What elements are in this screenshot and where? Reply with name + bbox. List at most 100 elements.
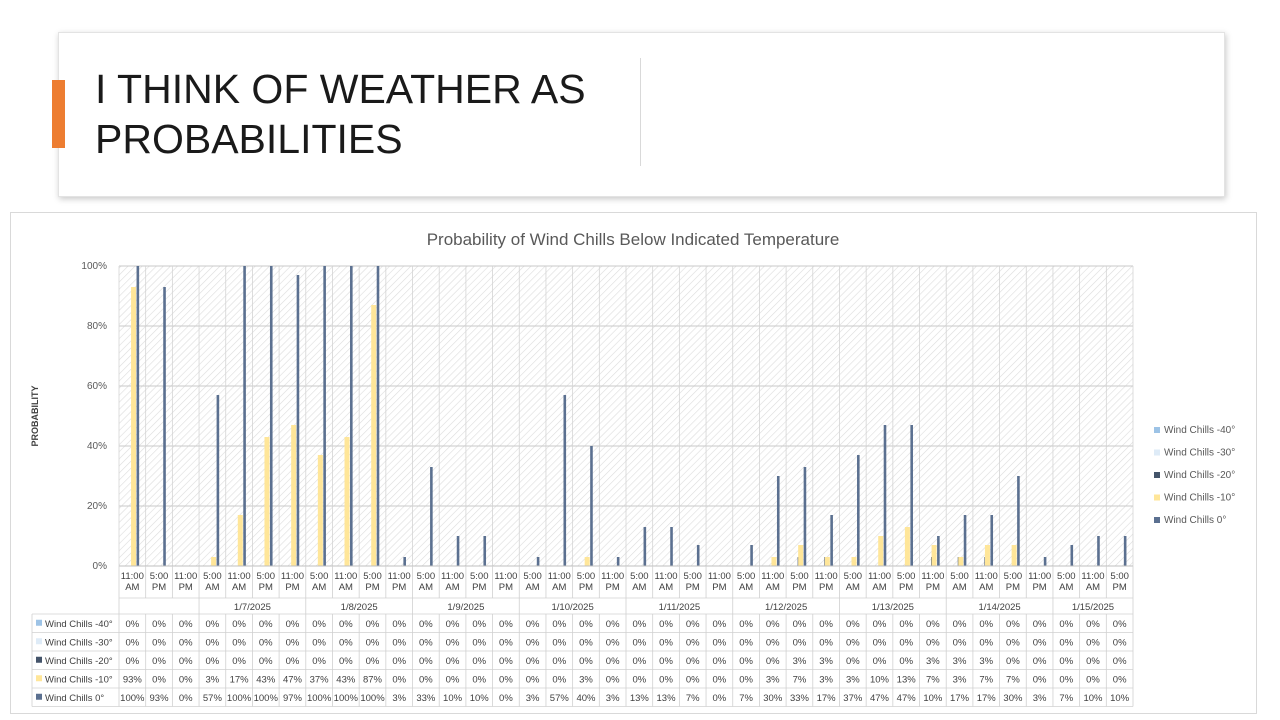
table-cell: 0% bbox=[339, 619, 353, 630]
table-cell: 0% bbox=[472, 619, 486, 630]
table-cell: 0% bbox=[632, 656, 646, 667]
table-cell: 0% bbox=[552, 656, 566, 667]
table-cell: 0% bbox=[472, 674, 486, 685]
x-tick-label: 11:00 PM bbox=[921, 571, 944, 593]
table-cell: 0% bbox=[259, 656, 273, 667]
table-cell: 57% bbox=[203, 693, 223, 704]
x-tick-label: 11:00 AM bbox=[441, 571, 464, 593]
table-cell: 93% bbox=[150, 693, 170, 704]
table-cell: 3% bbox=[819, 674, 833, 685]
table-cell: 0% bbox=[793, 637, 807, 648]
table-cell: 0% bbox=[1033, 637, 1047, 648]
legend-key bbox=[36, 638, 42, 645]
wind-chill-chart: Probability of Wind Chills Below Indicat… bbox=[30, 230, 1235, 707]
table-cell: 0% bbox=[206, 619, 220, 630]
table-cell: 10% bbox=[470, 693, 490, 704]
table-cell: 0% bbox=[632, 619, 646, 630]
table-cell: 0% bbox=[579, 619, 593, 630]
bar bbox=[216, 395, 220, 566]
table-cell: 0% bbox=[1033, 619, 1047, 630]
bar bbox=[1011, 545, 1017, 566]
x-tick-label: 11:00 PM bbox=[1028, 571, 1051, 593]
bar bbox=[584, 557, 590, 566]
table-cell: 10% bbox=[923, 693, 943, 704]
y-tick-label: 40% bbox=[87, 441, 107, 452]
bar bbox=[483, 536, 487, 566]
table-cell: 0% bbox=[846, 656, 860, 667]
date-label: 1/13/2025 bbox=[872, 602, 914, 613]
table-cell: 3% bbox=[579, 674, 593, 685]
table-cell: 37% bbox=[843, 693, 863, 704]
table-cell: 0% bbox=[206, 637, 220, 648]
bar bbox=[131, 287, 137, 566]
table-cell: 0% bbox=[152, 656, 166, 667]
bar bbox=[670, 527, 673, 566]
table-cell: 0% bbox=[179, 656, 193, 667]
table-cell: 0% bbox=[1113, 637, 1127, 648]
table-cell: 0% bbox=[152, 637, 166, 648]
bar bbox=[536, 557, 540, 566]
bar bbox=[851, 557, 857, 566]
table-cell: 0% bbox=[739, 619, 753, 630]
bar bbox=[616, 557, 620, 566]
table-cell: 0% bbox=[179, 619, 193, 630]
table-cell: 0% bbox=[392, 656, 406, 667]
table-cell: 100% bbox=[254, 693, 279, 704]
table-cell: 0% bbox=[1006, 637, 1020, 648]
bar bbox=[296, 275, 300, 566]
table-cell: 0% bbox=[766, 619, 780, 630]
table-cell: 0% bbox=[446, 674, 460, 685]
table-cell: 0% bbox=[1059, 619, 1073, 630]
table-cell: 0% bbox=[526, 619, 540, 630]
table-cell: 0% bbox=[926, 637, 940, 648]
table-cell: 3% bbox=[766, 674, 780, 685]
date-label: 1/7/2025 bbox=[234, 602, 271, 613]
table-cell: 7% bbox=[979, 674, 993, 685]
table-cell: 30% bbox=[1003, 693, 1023, 704]
table-cell: 0% bbox=[125, 637, 139, 648]
table-cell: 0% bbox=[1033, 656, 1047, 667]
bar bbox=[563, 395, 567, 566]
bar bbox=[430, 467, 433, 566]
table-cell: 0% bbox=[392, 619, 406, 630]
bar bbox=[590, 446, 593, 566]
table-cell: 47% bbox=[897, 693, 917, 704]
x-tick-label: 5:00 PM bbox=[577, 571, 596, 593]
table-cell: 0% bbox=[179, 693, 193, 704]
x-tick-label: 5:00 PM bbox=[897, 571, 916, 593]
bar bbox=[830, 515, 833, 566]
table-cell: 0% bbox=[125, 619, 139, 630]
table-cell: 0% bbox=[286, 656, 300, 667]
table-cell: 0% bbox=[312, 637, 326, 648]
bar bbox=[1097, 536, 1100, 566]
y-tick-label: 20% bbox=[87, 501, 107, 512]
bar bbox=[771, 557, 777, 566]
table-cell: 0% bbox=[259, 619, 273, 630]
x-tick-label: 5:00 PM bbox=[790, 571, 809, 593]
bar bbox=[798, 545, 804, 566]
date-label: 1/10/2025 bbox=[551, 602, 593, 613]
chart-frame: Probability of Wind Chills Below Indicat… bbox=[10, 212, 1257, 714]
bar bbox=[163, 287, 166, 566]
table-cell: 0% bbox=[286, 619, 300, 630]
table-cell: 0% bbox=[926, 619, 940, 630]
table-cell: 0% bbox=[739, 637, 753, 648]
bar bbox=[958, 557, 964, 566]
table-cell: 0% bbox=[579, 637, 593, 648]
x-tick-label: 5:00 AM bbox=[417, 571, 436, 593]
table-cell: 47% bbox=[283, 674, 303, 685]
x-tick-label: 11:00 AM bbox=[761, 571, 784, 593]
table-cell: 0% bbox=[1033, 674, 1047, 685]
title-card bbox=[58, 32, 1225, 197]
bar bbox=[937, 536, 940, 566]
table-cell: 0% bbox=[499, 693, 513, 704]
x-tick-label: 11:00 PM bbox=[601, 571, 624, 593]
x-tick-label: 5:00 AM bbox=[203, 571, 222, 593]
bar bbox=[824, 557, 830, 566]
table-cell: 10% bbox=[1110, 693, 1130, 704]
table-cell: 0% bbox=[312, 619, 326, 630]
table-cell: 0% bbox=[873, 656, 887, 667]
date-label: 1/15/2025 bbox=[1072, 602, 1114, 613]
x-tick-label: 11:00 PM bbox=[174, 571, 197, 593]
table-cell: 0% bbox=[499, 674, 513, 685]
